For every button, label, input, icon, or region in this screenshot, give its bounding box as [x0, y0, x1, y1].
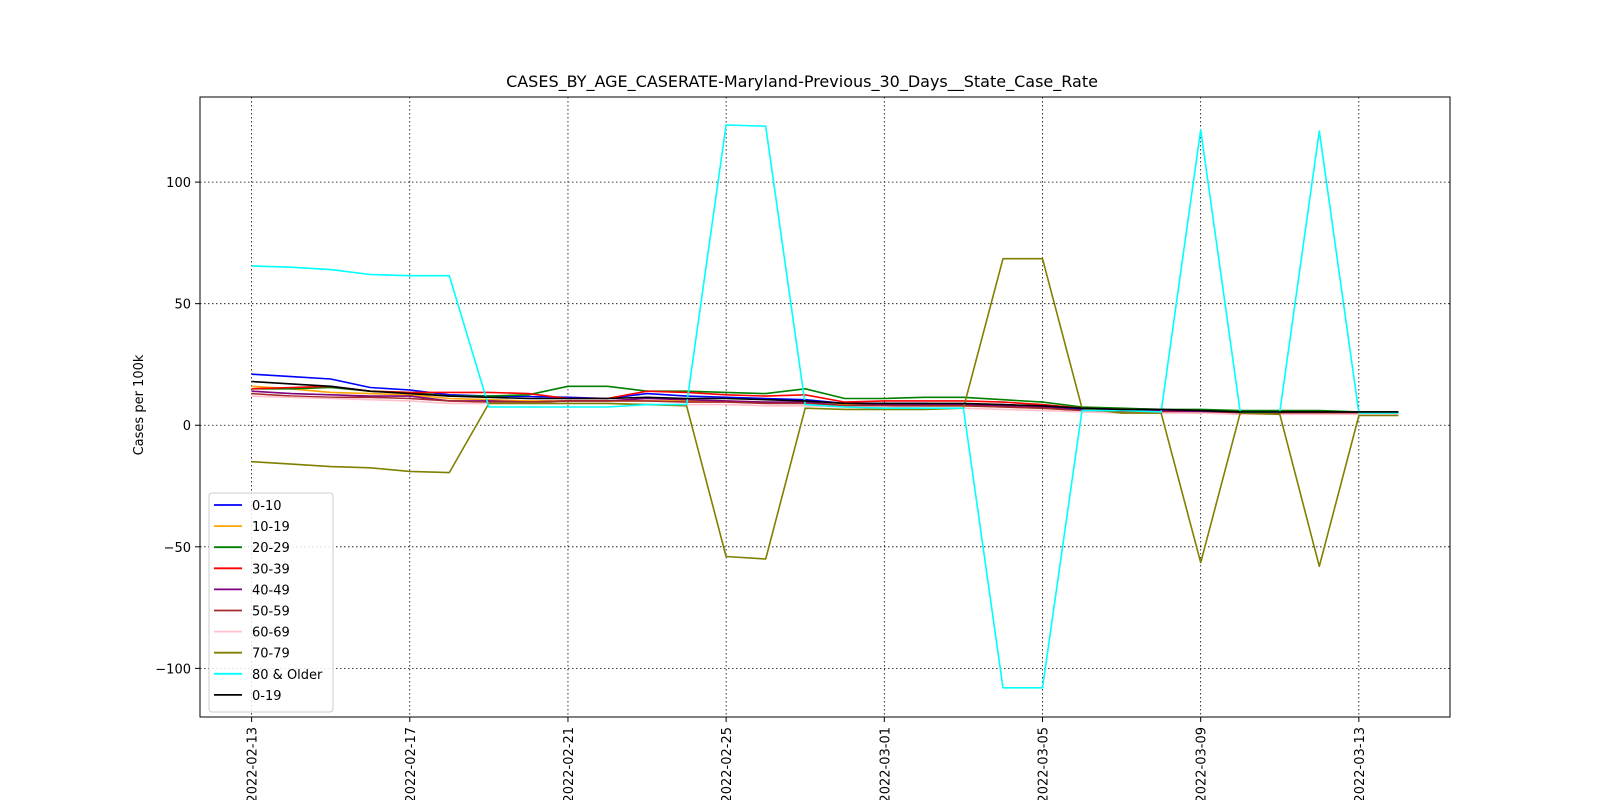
legend-label-60-69: 60-69: [252, 626, 290, 641]
legend-label-20-29: 20-29: [252, 541, 290, 556]
x-tick-label: 2022-02-21: [562, 727, 577, 800]
x-tick-label: 2022-03-01: [878, 727, 893, 800]
legend-label-0-10: 0-10: [252, 499, 282, 514]
series-lines: [251, 124, 1399, 689]
plot-frame: [199, 96, 1451, 718]
y-tick-label: 50: [174, 298, 191, 313]
x-tick-label: 2022-02-13: [246, 727, 261, 800]
legend-label-80-older: 80 & Older: [252, 668, 323, 683]
axis-ticks: 2022-02-13 2022-02-17 2022-02-21 2022-02-25…: [155, 176, 1368, 800]
chart-title: CASES_BY_AGE_CASERATE-Maryland-Previous_…: [506, 72, 1098, 92]
y-tick-label: −50: [164, 541, 191, 556]
legend-label-70-79: 70-79: [252, 647, 290, 662]
legend-label-50-59: 50-59: [252, 605, 290, 620]
y-tick-label: 100: [166, 176, 191, 191]
legend-label-30-39: 30-39: [252, 562, 290, 577]
x-tick-label: 2022-02-25: [720, 727, 735, 800]
series-line-80-older: [251, 124, 1399, 689]
y-tick-label: 0: [183, 419, 191, 434]
series-line-70-79: [251, 257, 1399, 568]
legend-label-40-49: 40-49: [252, 583, 290, 598]
legend-label-0-19: 0-19: [252, 689, 282, 704]
x-tick-label: 2022-03-13: [1353, 727, 1368, 800]
x-tick-label: 2022-02-17: [404, 727, 419, 800]
y-axis-label: Cases per 100k: [132, 354, 147, 455]
series-line-0-19: [251, 380, 1399, 413]
legend: 0-10 10-19 20-29 30-39 40-49 50-59 60-69 70-79 8…: [208, 492, 334, 713]
x-tick-label: 2022-03-09: [1195, 727, 1210, 800]
grid: [200, 97, 1450, 717]
x-tick-label: 2022-03-05: [1036, 727, 1051, 800]
legend-label-10-19: 10-19: [252, 520, 290, 535]
y-tick-label: −100: [155, 662, 191, 677]
